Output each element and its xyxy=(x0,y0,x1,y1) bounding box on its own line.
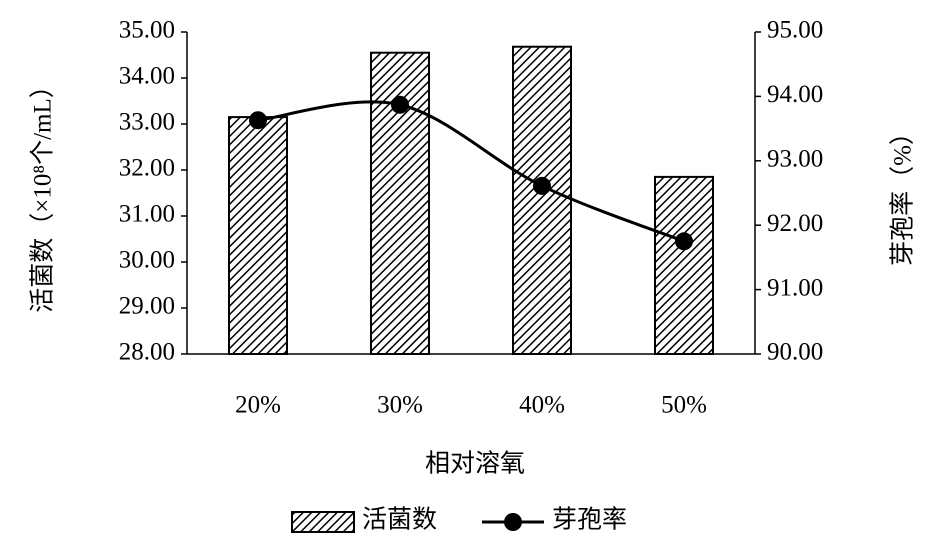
y-tick-label: 32.00 xyxy=(119,155,175,182)
point xyxy=(533,176,551,195)
y2-tick-label: 93.00 xyxy=(767,146,823,173)
y2-tick-label: 90.00 xyxy=(767,339,823,366)
x-tick-label: 50% xyxy=(661,392,707,419)
y-axis-label: 活菌数（×10⁸个/mL） xyxy=(29,73,57,312)
y2-tick-label: 91.00 xyxy=(767,274,823,301)
y2-tick-label: 94.00 xyxy=(767,81,823,108)
bar xyxy=(512,45,572,355)
point xyxy=(675,232,693,251)
y-tick-label: 29.00 xyxy=(119,293,175,320)
x-tick-label: 20% xyxy=(235,392,281,419)
line xyxy=(257,100,685,243)
y-tick-label: 35.00 xyxy=(119,17,175,44)
y2-axis-label: 芽孢率（%） xyxy=(889,120,917,266)
legend-swatch xyxy=(291,511,355,533)
x-tick-label: 40% xyxy=(519,392,565,419)
legend-label: 活菌数 xyxy=(362,506,437,534)
bar xyxy=(654,175,714,355)
y-tick-label: 28.00 xyxy=(119,339,175,366)
bar xyxy=(228,116,288,355)
x-axis-label: 相对溶氧 xyxy=(425,450,525,478)
y-tick-label: 31.00 xyxy=(119,201,175,228)
x-tick-label: 30% xyxy=(377,392,423,419)
point xyxy=(249,111,267,130)
y2-tick-label: 95.00 xyxy=(767,17,823,44)
y-tick-label: 33.00 xyxy=(119,109,175,136)
legend-label: 芽孢率 xyxy=(552,506,627,534)
point xyxy=(391,95,409,114)
y2-tick-label: 92.00 xyxy=(767,210,823,237)
y-tick-label: 30.00 xyxy=(119,247,175,274)
legend-marker xyxy=(504,513,522,531)
y-tick-label: 34.00 xyxy=(119,63,175,90)
